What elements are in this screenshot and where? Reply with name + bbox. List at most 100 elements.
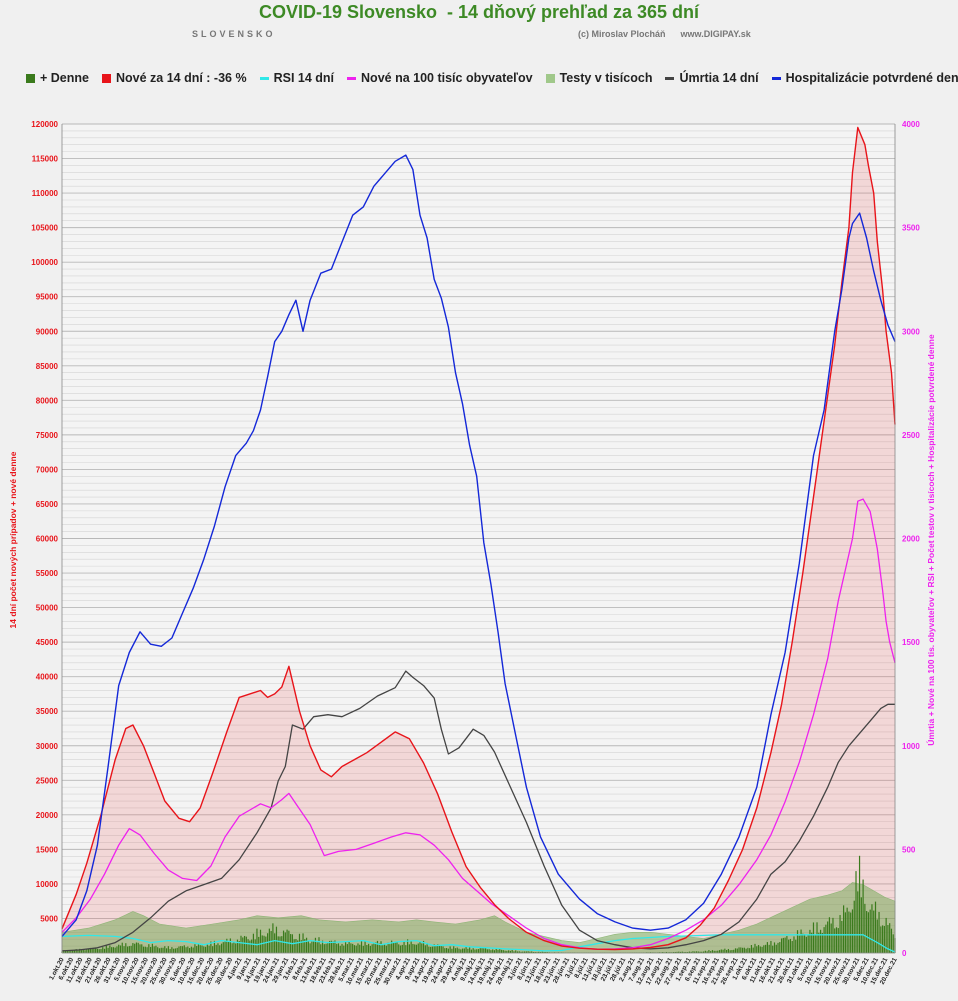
y-left-tick-label: 65000 xyxy=(36,500,59,509)
legend-label: Nové za 14 dní : -36 % xyxy=(115,71,247,85)
daily-bar xyxy=(157,947,159,953)
daily-bar xyxy=(80,950,83,953)
daily-bar xyxy=(493,950,496,953)
daily-bar xyxy=(825,924,827,953)
daily-bar xyxy=(862,879,864,953)
daily-bar xyxy=(130,945,132,953)
daily-bar xyxy=(75,949,77,953)
y-left-tick-label: 5000 xyxy=(40,914,58,923)
legend-item: Testy v tisícoch xyxy=(545,71,652,85)
daily-bar xyxy=(329,940,331,953)
daily-bar xyxy=(111,947,113,953)
daily-bar xyxy=(490,950,492,953)
daily-bar xyxy=(516,951,519,953)
daily-bar xyxy=(770,940,772,953)
legend-item: Hospitalizácie potvrdené denne xyxy=(771,71,958,85)
daily-bar xyxy=(357,943,359,953)
daily-bar xyxy=(346,944,348,953)
daily-bar xyxy=(79,948,81,953)
legend-swatch xyxy=(259,76,269,80)
daily-bar xyxy=(118,944,120,953)
daily-bar xyxy=(199,945,201,953)
daily-bar xyxy=(187,946,189,953)
daily-bar xyxy=(366,945,368,953)
daily-bar xyxy=(665,951,667,953)
daily-bar xyxy=(380,941,382,953)
daily-bar xyxy=(830,923,832,953)
daily-bar xyxy=(784,937,786,953)
daily-bar xyxy=(442,946,444,953)
daily-bar xyxy=(536,952,538,953)
chart-subtitle-region: SLOVENSKO xyxy=(192,29,276,39)
daily-bar xyxy=(103,948,106,953)
daily-bar xyxy=(775,944,777,953)
daily-bar xyxy=(807,935,809,953)
daily-bar xyxy=(736,948,738,953)
y-right-tick-label: 3500 xyxy=(902,224,920,233)
daily-bar xyxy=(217,943,219,953)
daily-bar xyxy=(414,944,416,953)
y-right-tick-label: 1000 xyxy=(902,742,920,751)
daily-bar xyxy=(197,943,200,953)
daily-bar xyxy=(814,934,816,953)
legend-item: + Denne xyxy=(26,71,89,85)
daily-bar xyxy=(403,941,405,953)
legend-swatch xyxy=(665,76,675,80)
daily-bar xyxy=(421,943,423,953)
daily-bar xyxy=(532,952,535,953)
daily-bar xyxy=(146,947,148,953)
daily-bar xyxy=(527,951,529,953)
daily-bar xyxy=(173,948,175,953)
daily-bar xyxy=(142,946,145,953)
daily-bar xyxy=(422,940,425,953)
daily-bar xyxy=(780,938,783,953)
daily-bar xyxy=(348,941,350,953)
daily-bar xyxy=(373,943,375,953)
daily-bar xyxy=(726,949,728,953)
daily-bar xyxy=(387,942,389,953)
daily-bar xyxy=(288,930,290,953)
daily-bar xyxy=(534,952,536,953)
daily-bar xyxy=(210,941,212,953)
daily-bar xyxy=(251,939,253,953)
y-right-tick-label: 2500 xyxy=(902,431,920,440)
daily-bar xyxy=(353,945,356,953)
daily-bar xyxy=(194,944,196,953)
daily-bar xyxy=(281,936,283,953)
daily-bar xyxy=(469,946,471,953)
daily-bar xyxy=(754,943,756,953)
daily-bar xyxy=(809,929,811,953)
daily-bar xyxy=(851,909,854,953)
daily-bar xyxy=(887,925,889,953)
daily-bar xyxy=(819,929,822,953)
daily-bar xyxy=(204,946,207,953)
daily-bar xyxy=(293,939,295,953)
daily-bar xyxy=(674,951,676,953)
daily-bar xyxy=(506,950,508,953)
daily-bar xyxy=(864,903,866,953)
daily-bar xyxy=(467,948,469,953)
umrtia-line xyxy=(61,670,895,952)
daily-bar xyxy=(313,941,315,953)
daily-bar xyxy=(759,946,761,953)
daily-bar xyxy=(165,948,168,953)
daily-bar xyxy=(220,943,223,953)
daily-bar xyxy=(151,943,153,953)
y-left-tick-label: 35000 xyxy=(36,707,59,716)
daily-bar xyxy=(339,945,341,953)
legend-swatch xyxy=(347,76,357,80)
daily-bar xyxy=(91,948,93,953)
daily-bar xyxy=(337,943,340,953)
daily-bar xyxy=(318,937,320,953)
daily-bar xyxy=(355,945,357,953)
daily-bar xyxy=(669,952,671,953)
daily-bar xyxy=(360,940,363,953)
daily-bar xyxy=(158,948,161,953)
daily-bar xyxy=(392,942,395,953)
daily-bar xyxy=(782,937,784,953)
daily-bar xyxy=(816,922,818,953)
daily-bar xyxy=(93,947,95,953)
daily-bar xyxy=(105,945,107,953)
daily-bar xyxy=(456,947,458,953)
daily-bar xyxy=(889,923,891,953)
